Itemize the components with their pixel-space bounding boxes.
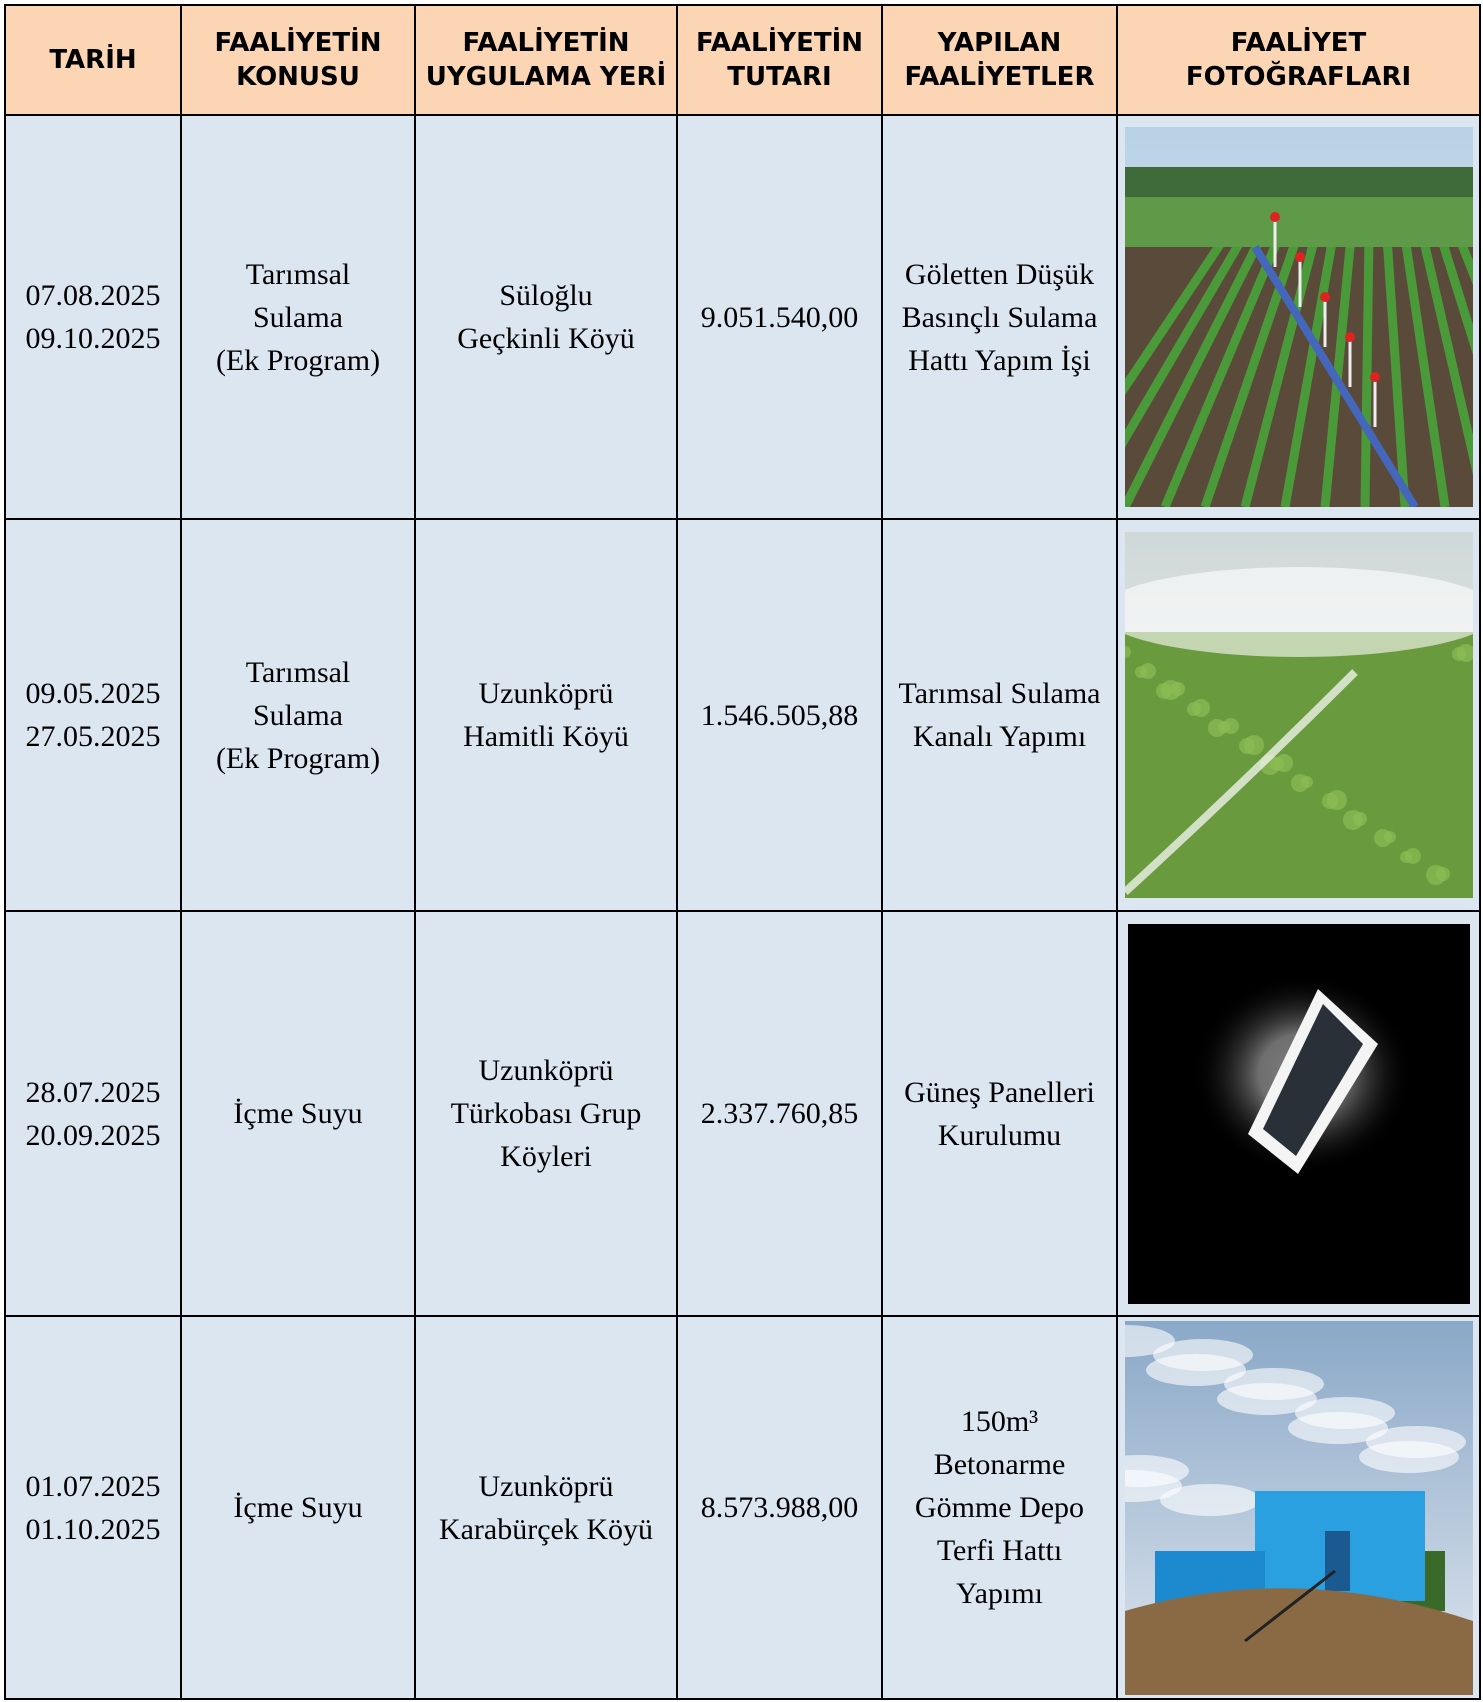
header-cell: TARİH xyxy=(4,4,182,116)
photo-cell xyxy=(1116,518,1481,912)
table-cell: Uzunköprü Karabürçek Köyü xyxy=(414,1315,678,1700)
table-row: 28.07.2025 20.09.2025 İçme Suyu Uzunköprü … xyxy=(4,910,1481,1317)
header-cell: FAALİYETİN UYGULAMA YERİ xyxy=(414,4,678,116)
table-cell: 07.08.2025 09.10.2025 xyxy=(4,114,182,520)
table-row: 01.07.2025 01.10.2025 İçme Suyu Uzunköprü … xyxy=(4,1315,1481,1700)
table-cell: Tarımsal Sulama (Ek Program) xyxy=(180,114,416,520)
table-cell: Tarımsal Sulama (Ek Program) xyxy=(180,518,416,912)
table-row: 07.08.2025 09.10.2025 Tarımsal Sulama (Ek… xyxy=(4,114,1481,520)
table-cell: 28.07.2025 20.09.2025 xyxy=(4,910,182,1317)
table-cell: 150m³ Betonarme Gömme Depo Terfi Hattı Y… xyxy=(881,1315,1118,1700)
table-cell: Uzunköprü Türkobası Grup Köyleri xyxy=(414,910,678,1317)
table-cell: İçme Suyu xyxy=(180,910,416,1317)
table-cell: 8.573.988,00 xyxy=(676,1315,883,1700)
table-cell: 2.337.760,85 xyxy=(676,910,883,1317)
table-cell: 01.07.2025 01.10.2025 xyxy=(4,1315,182,1700)
table-cell: İçme Suyu xyxy=(180,1315,416,1700)
table-body: 07.08.2025 09.10.2025 Tarımsal Sulama (Ek… xyxy=(4,114,1481,1700)
activity-photo xyxy=(1124,532,1473,898)
photo-cell xyxy=(1116,114,1481,520)
table-cell: 9.051.540,00 xyxy=(676,114,883,520)
photo-cell xyxy=(1116,910,1481,1317)
header-row: TARİH FAALİYETİN KONUSU FAALİYETİN UYGULAM… xyxy=(4,4,1481,116)
photo-cell xyxy=(1116,1315,1481,1700)
table-cell: 09.05.2025 27.05.2025 xyxy=(4,518,182,912)
activity-photo xyxy=(1124,127,1473,507)
table-cell: Güneş Panelleri Kurulumu xyxy=(881,910,1118,1317)
header-cell: FAALİYETİN TUTARI xyxy=(676,4,883,116)
header-cell: FAALİYET FOTOĞRAFLARI xyxy=(1116,4,1481,116)
header-cell: YAPILAN FAALİYETLER xyxy=(881,4,1118,116)
table-cell: Göletten Düşük Basınçlı Sulama Hattı Yap… xyxy=(881,114,1118,520)
table-cell: Tarımsal Sulama Kanalı Yapımı xyxy=(881,518,1118,912)
table-cell: 1.546.505,88 xyxy=(676,518,883,912)
table-row: 09.05.2025 27.05.2025 Tarımsal Sulama (Ek… xyxy=(4,518,1481,912)
activity-table: TARİH FAALİYETİN KONUSU FAALİYETİN UYGULAM… xyxy=(4,4,1481,1700)
activity-photo xyxy=(1124,1320,1473,1695)
table-cell: Süloğlu Geçkinli Köyü xyxy=(414,114,678,520)
table-cell: Uzunköprü Hamitli Köyü xyxy=(414,518,678,912)
header-cell: FAALİYETİN KONUSU xyxy=(180,4,416,116)
activity-photo xyxy=(1127,923,1470,1304)
